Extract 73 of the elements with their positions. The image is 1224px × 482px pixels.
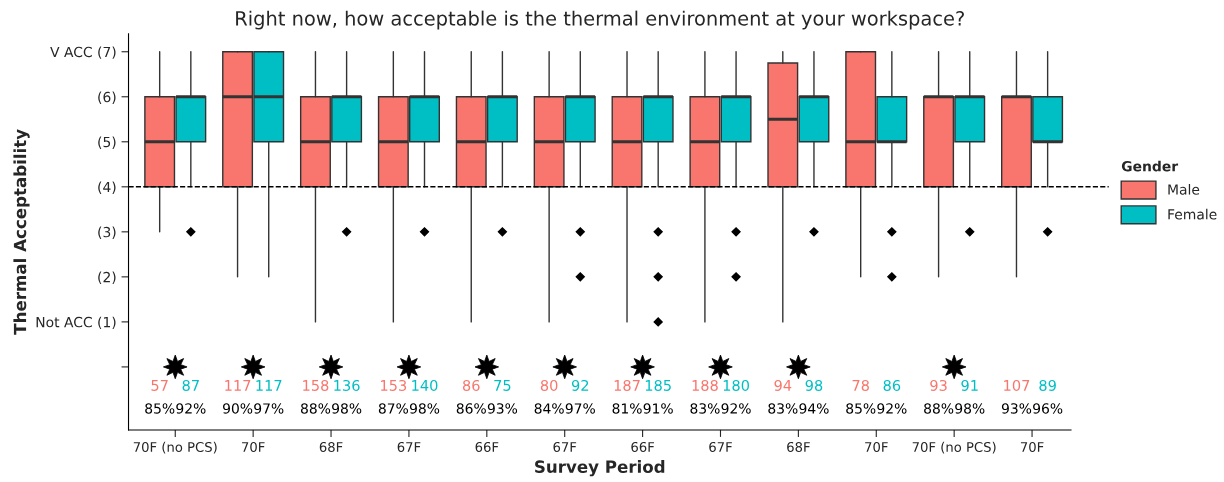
text: 91 (961, 379, 978, 391)
annotation: 85% (145, 403, 175, 414)
x-axis-title: Survey Period (535, 460, 665, 477)
text: 87 (182, 379, 199, 391)
annotation: 85% (846, 403, 876, 414)
legend-label: Male (1168, 184, 1200, 195)
annotation: 83% (768, 403, 798, 414)
text: 92 (571, 379, 589, 391)
chart-title: Right now, how acceptable is the thermal environment at your workspace? (236, 10, 964, 30)
text: 78 (852, 379, 869, 391)
y-tick-label: (6) (98, 91, 116, 104)
annotation: 83% (690, 403, 720, 414)
text: 86 (462, 379, 480, 391)
x-tick-label: 70F (865, 441, 888, 452)
x-tick-label: 67F (709, 441, 732, 452)
annotation: 93% (1001, 403, 1032, 414)
x-tick-label: 70F (1020, 441, 1044, 452)
annotation: 92% (721, 403, 751, 414)
y-tick-label: Not ACC (1) (36, 316, 116, 329)
annotation: 98% (332, 403, 362, 414)
annotation: 90% (223, 403, 253, 414)
y-tick-label: (2) (98, 271, 116, 284)
annotation: 97% (254, 403, 284, 414)
x-tick-label: 67F (553, 441, 577, 452)
text: 57 (151, 380, 168, 391)
x-tick-label: 70F (no PCS) (912, 441, 996, 454)
y-tick-label: (3) (98, 226, 116, 239)
y-tick-label: V ACC (7) (50, 46, 116, 59)
text: 117 (225, 380, 251, 391)
text: 188 (692, 379, 718, 391)
text: 86 (883, 379, 901, 391)
x-tick-label: 66F (475, 441, 499, 452)
x-tick-label: 68F (319, 441, 343, 452)
annotation: 91% (643, 403, 673, 414)
x-tick-label: 70F (no PCS) (133, 441, 217, 454)
x-tick-label: 67F (397, 441, 421, 452)
annotation: 88% (924, 403, 954, 414)
text: 89 (1039, 379, 1056, 391)
annotation: 81% (612, 403, 642, 414)
annotation: 92% (877, 403, 907, 414)
x-tick-label: 66F (631, 441, 655, 452)
text: 93 (930, 379, 947, 391)
annotation: 97% (565, 403, 595, 414)
x-tick-label: 70F (242, 441, 265, 452)
text: 140 (412, 379, 438, 391)
x-tick-label: 68F (787, 441, 810, 452)
annotation: 88% (300, 403, 331, 414)
legend-title: Gender (1121, 160, 1179, 172)
text: 158 (303, 379, 329, 391)
text: 136 (334, 379, 360, 391)
y-tick-label: (5) (98, 136, 116, 149)
annotation: 98% (409, 403, 440, 414)
annotation: 92% (176, 403, 206, 414)
text: 187 (614, 379, 640, 391)
annotation: 93% (487, 403, 518, 414)
text: 98 (805, 379, 823, 391)
annotation: 94% (799, 403, 829, 414)
text: 107 (1004, 379, 1030, 391)
y-tick-label: (4) (98, 181, 116, 194)
text: 185 (645, 379, 671, 391)
annotation: 87% (378, 403, 409, 414)
text: 117 (256, 380, 282, 391)
annotation: 86% (456, 403, 486, 414)
y-axis-title: Thermal Acceptability (13, 129, 30, 335)
text: 80 (540, 379, 558, 391)
annotation: 98% (955, 403, 985, 414)
text: 180 (723, 379, 750, 391)
annotation: 96% (1033, 403, 1063, 414)
text: 153 (381, 379, 407, 391)
legend-label: Female (1168, 208, 1217, 220)
text: 94 (774, 379, 792, 391)
annotation: 84% (534, 403, 564, 414)
text: 75 (494, 380, 511, 391)
